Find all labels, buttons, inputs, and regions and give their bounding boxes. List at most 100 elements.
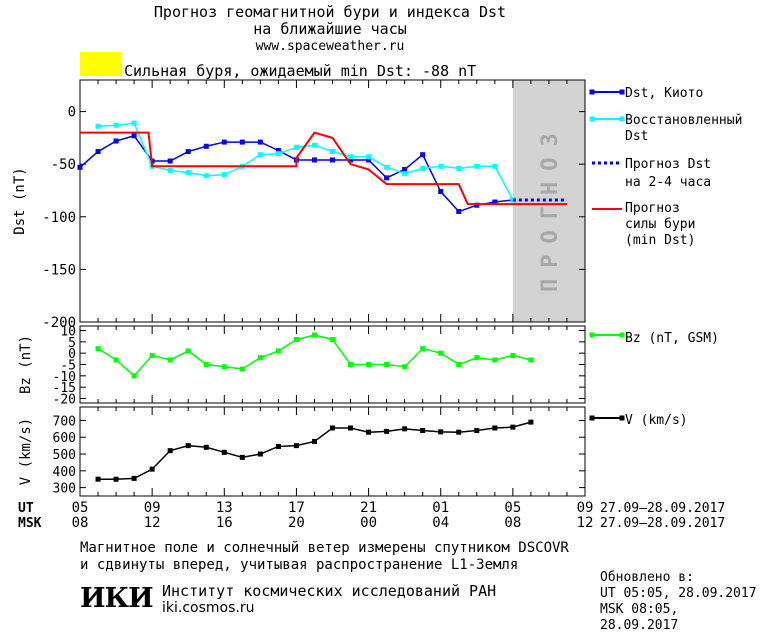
updated-ut: UT 05:05, 28.09.2017 xyxy=(600,586,757,601)
data-point xyxy=(185,443,191,449)
data-point xyxy=(239,139,245,145)
data-point xyxy=(330,425,335,431)
data-point xyxy=(95,476,101,482)
series-line xyxy=(97,334,532,377)
data-point xyxy=(77,164,83,170)
data-point xyxy=(311,438,317,444)
data-point xyxy=(131,373,137,379)
data-point xyxy=(293,337,299,343)
data-point xyxy=(348,154,354,160)
ut-tick-label: 05 xyxy=(504,500,521,516)
legend-marker xyxy=(589,415,595,421)
data-point xyxy=(221,449,227,455)
ut-date-range: 27.09–28.09.2017 xyxy=(600,501,725,516)
data-point xyxy=(95,149,101,155)
panel-frame-3 xyxy=(79,406,586,497)
data-point xyxy=(366,157,372,163)
ut-tick-label: 09 xyxy=(577,500,594,516)
legend-marker xyxy=(589,332,595,338)
legend-label: Dst, Киото xyxy=(625,86,703,101)
data-point xyxy=(311,332,317,338)
title-line-2: на ближайшие часы xyxy=(253,20,407,38)
y-tick-label: -100 xyxy=(42,210,76,226)
data-point xyxy=(384,428,390,434)
msk-tick-label: 16 xyxy=(216,515,233,531)
data-point xyxy=(311,142,317,148)
msk-tick-label: 08 xyxy=(504,515,521,531)
iki-logo: ИКИ xyxy=(80,583,154,614)
data-point xyxy=(149,352,155,358)
data-point xyxy=(348,425,354,431)
data-point xyxy=(528,419,534,425)
data-point xyxy=(474,202,480,208)
storm-alert-color-box xyxy=(80,52,122,76)
data-point xyxy=(474,163,480,169)
legend-marker xyxy=(619,332,625,338)
legend-marker xyxy=(619,89,625,95)
legend-marker xyxy=(619,116,625,122)
data-point xyxy=(167,357,173,363)
ut-tick-label: 09 xyxy=(144,500,161,516)
data-point xyxy=(221,172,227,178)
y-tick-label: 5 xyxy=(68,336,76,351)
legend-label: Dst xyxy=(625,129,648,144)
data-point xyxy=(474,428,480,434)
y-tick-label: 0 xyxy=(68,347,76,362)
data-point xyxy=(420,428,426,434)
y-axis-label: V (km/s) xyxy=(18,418,34,485)
msk-tick-label: 20 xyxy=(288,515,305,531)
data-point xyxy=(113,357,119,363)
data-point xyxy=(131,475,137,481)
ut-tick-label: 17 xyxy=(288,500,305,516)
data-point xyxy=(456,362,462,367)
data-point xyxy=(420,152,426,158)
data-point xyxy=(348,362,354,367)
data-point xyxy=(131,120,137,126)
msk-tick-label: 00 xyxy=(360,515,377,531)
y-tick-label: 400 xyxy=(53,465,76,480)
data-point xyxy=(203,362,209,367)
data-point xyxy=(149,466,155,472)
data-point xyxy=(402,426,408,432)
data-point xyxy=(366,154,372,160)
y-tick-label: 600 xyxy=(53,431,76,446)
data-point xyxy=(330,337,335,343)
data-point xyxy=(456,429,462,435)
data-point xyxy=(510,424,516,430)
updated-label: Обновлено в: xyxy=(600,570,694,585)
legend-marker xyxy=(589,116,595,122)
data-point xyxy=(221,364,227,370)
y-tick-label: -15 xyxy=(53,381,76,396)
msk-tick-label: 12 xyxy=(144,515,161,531)
msk-tick-label: 08 xyxy=(72,515,89,531)
institute-site[interactable]: iki.cosmos.ru xyxy=(162,600,255,616)
data-point xyxy=(402,171,408,177)
y-tick-label: -200 xyxy=(42,315,76,331)
legend-label: Прогноз xyxy=(625,201,680,216)
data-point xyxy=(257,152,263,158)
legend-label: Прогноз Dst xyxy=(625,157,711,172)
data-point xyxy=(348,157,354,163)
y-tick-label: -20 xyxy=(53,392,76,407)
data-point xyxy=(492,163,498,169)
legend-label: силы бури xyxy=(625,217,695,232)
data-point xyxy=(438,189,444,195)
data-point xyxy=(384,175,390,181)
y-tick-label: -50 xyxy=(51,157,76,173)
data-point xyxy=(275,151,281,157)
data-point xyxy=(203,444,209,450)
y-tick-label: 500 xyxy=(53,448,76,463)
y-tick-label: 700 xyxy=(53,414,76,429)
site-url[interactable]: www.spaceweather.ru xyxy=(255,39,405,54)
legend-marker xyxy=(589,89,595,95)
ut-tick-label: 05 xyxy=(72,500,89,516)
y-tick-label: 10 xyxy=(60,325,76,340)
data-point xyxy=(95,346,101,352)
data-point xyxy=(257,355,263,361)
data-point xyxy=(474,355,480,361)
data-point xyxy=(185,149,191,155)
institute-name: Институт космических исследований РАН xyxy=(162,582,497,600)
data-point xyxy=(239,454,245,460)
legend-label: Bz (nT, GSM) xyxy=(625,331,719,346)
